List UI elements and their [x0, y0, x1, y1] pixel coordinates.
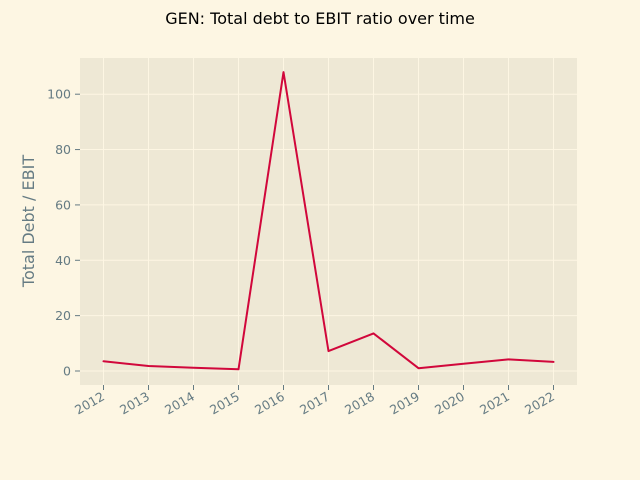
- x-tick-label: 2019: [387, 389, 422, 418]
- x-tick-label: 2015: [207, 389, 242, 418]
- x-tick-label: 2014: [162, 389, 197, 418]
- series-line: [102, 71, 555, 371]
- series-layer: [102, 71, 555, 371]
- x-tick-label: 2020: [432, 389, 467, 418]
- x-tick-label: 2012: [72, 389, 107, 418]
- y-tick-label: 20: [55, 308, 71, 323]
- x-tick-label: 2013: [117, 389, 152, 418]
- y-tick-label: 40: [55, 253, 71, 268]
- x-tick-label: 2017: [297, 389, 332, 418]
- grid-lines: [80, 58, 577, 385]
- chart-title: GEN: Total debt to EBIT ratio over time: [165, 9, 475, 28]
- y-tick-label: 100: [47, 87, 71, 102]
- x-tick-label: 2018: [342, 389, 377, 418]
- x-tick-label: 2022: [522, 389, 557, 418]
- y-tick-label: 0: [63, 364, 71, 379]
- y-tick-label: 80: [55, 142, 71, 157]
- y-tick-label: 60: [55, 197, 71, 212]
- x-tick-label: 2016: [252, 389, 287, 418]
- y-axis-label: Total Debt / EBIT: [19, 155, 38, 288]
- x-tick-label: 2021: [477, 389, 512, 418]
